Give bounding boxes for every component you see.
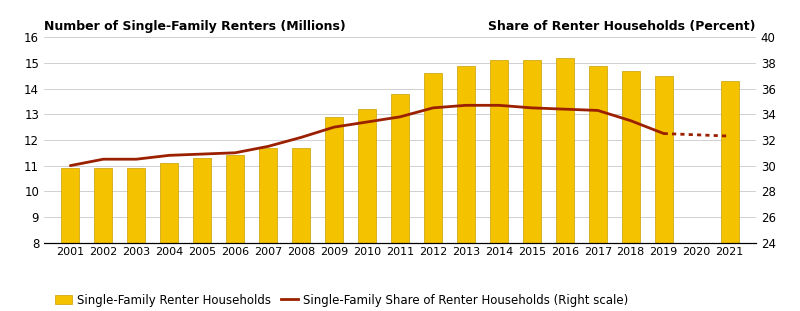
Bar bbox=[62, 168, 79, 311]
Bar bbox=[127, 168, 146, 311]
Legend: Single-Family Renter Households, Single-Family Share of Renter Households (Right: Single-Family Renter Households, Single-… bbox=[50, 289, 633, 311]
Bar bbox=[226, 155, 244, 311]
Bar bbox=[490, 60, 508, 311]
Bar bbox=[424, 73, 442, 311]
Bar bbox=[522, 60, 541, 311]
Bar bbox=[94, 168, 112, 311]
Bar bbox=[622, 71, 640, 311]
Bar bbox=[325, 117, 343, 311]
Bar bbox=[556, 58, 574, 311]
Bar bbox=[160, 163, 178, 311]
Bar bbox=[259, 148, 278, 311]
Bar bbox=[589, 66, 607, 311]
Bar bbox=[292, 148, 310, 311]
Bar bbox=[358, 109, 376, 311]
Text: Number of Single-Family Renters (Millions): Number of Single-Family Renters (Million… bbox=[44, 21, 346, 33]
Text: Share of Renter Households (Percent): Share of Renter Households (Percent) bbox=[489, 21, 756, 33]
Bar bbox=[193, 158, 211, 311]
Bar bbox=[457, 66, 475, 311]
Bar bbox=[654, 76, 673, 311]
Bar bbox=[391, 94, 409, 311]
Bar bbox=[721, 81, 738, 311]
